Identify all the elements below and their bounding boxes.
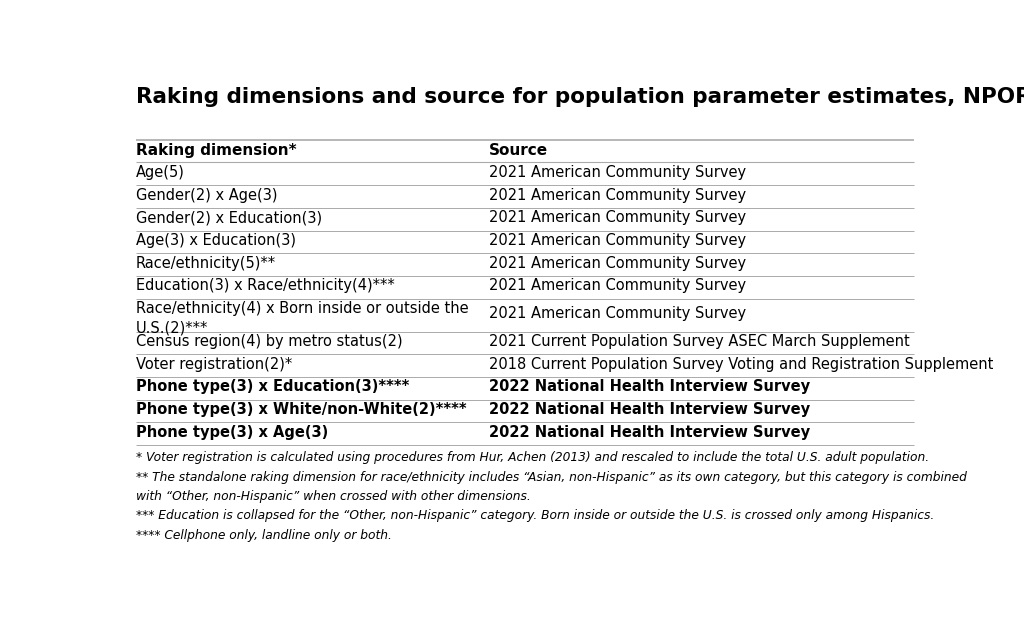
Text: Race/ethnicity(4) x Born inside or outside the
U.S.(2)***: Race/ethnicity(4) x Born inside or outsi… [136,301,469,335]
Text: * Voter registration is calculated using procedures from Hur, Achen (2013) and r: * Voter registration is calculated using… [136,451,929,465]
Text: 2022 National Health Interview Survey: 2022 National Health Interview Survey [489,424,810,440]
Text: 2021 American Community Survey: 2021 American Community Survey [489,187,746,203]
Text: Phone type(3) x Age(3): Phone type(3) x Age(3) [136,424,328,440]
Text: 2021 American Community Survey: 2021 American Community Survey [489,306,746,321]
Text: 2022 National Health Interview Survey: 2022 National Health Interview Survey [489,379,810,394]
Text: Voter registration(2)*: Voter registration(2)* [136,357,292,372]
Text: Gender(2) x Education(3): Gender(2) x Education(3) [136,211,323,226]
Text: Gender(2) x Age(3): Gender(2) x Age(3) [136,187,278,203]
Text: Phone type(3) x White/non-White(2)****: Phone type(3) x White/non-White(2)**** [136,402,467,417]
Text: 2021 American Community Survey: 2021 American Community Survey [489,256,746,271]
Text: 2022 National Health Interview Survey: 2022 National Health Interview Survey [489,402,810,417]
Text: 2021 American Community Survey: 2021 American Community Survey [489,211,746,226]
Text: Raking dimension*: Raking dimension* [136,143,297,158]
Text: Phone type(3) x Education(3)****: Phone type(3) x Education(3)**** [136,379,410,394]
Text: 2018 Current Population Survey Voting and Registration Supplement: 2018 Current Population Survey Voting an… [489,357,993,372]
Text: 2021 American Community Survey: 2021 American Community Survey [489,165,746,180]
Text: Census region(4) by metro status(2): Census region(4) by metro status(2) [136,334,402,349]
Text: ** The standalone raking dimension for race/ethnicity includes “Asian, non-Hispa: ** The standalone raking dimension for r… [136,471,967,483]
Text: Education(3) x Race/ethnicity(4)***: Education(3) x Race/ethnicity(4)*** [136,278,394,293]
Text: with “Other, non-Hispanic” when crossed with other dimensions.: with “Other, non-Hispanic” when crossed … [136,490,530,503]
Text: Raking dimensions and source for population parameter estimates, NPORS 2023: Raking dimensions and source for populat… [136,87,1024,107]
Text: 2021 American Community Survey: 2021 American Community Survey [489,278,746,293]
Text: **** Cellphone only, landline only or both.: **** Cellphone only, landline only or bo… [136,529,392,542]
Text: Race/ethnicity(5)**: Race/ethnicity(5)** [136,256,276,271]
Text: Age(5): Age(5) [136,165,184,180]
Text: *** Education is collapsed for the “Other, non-Hispanic” category. Born inside o: *** Education is collapsed for the “Othe… [136,509,934,522]
Text: Source: Source [489,143,548,158]
Text: 2021 Current Population Survey ASEC March Supplement: 2021 Current Population Survey ASEC Marc… [489,334,910,349]
Text: Age(3) x Education(3): Age(3) x Education(3) [136,233,296,248]
Text: 2021 American Community Survey: 2021 American Community Survey [489,233,746,248]
